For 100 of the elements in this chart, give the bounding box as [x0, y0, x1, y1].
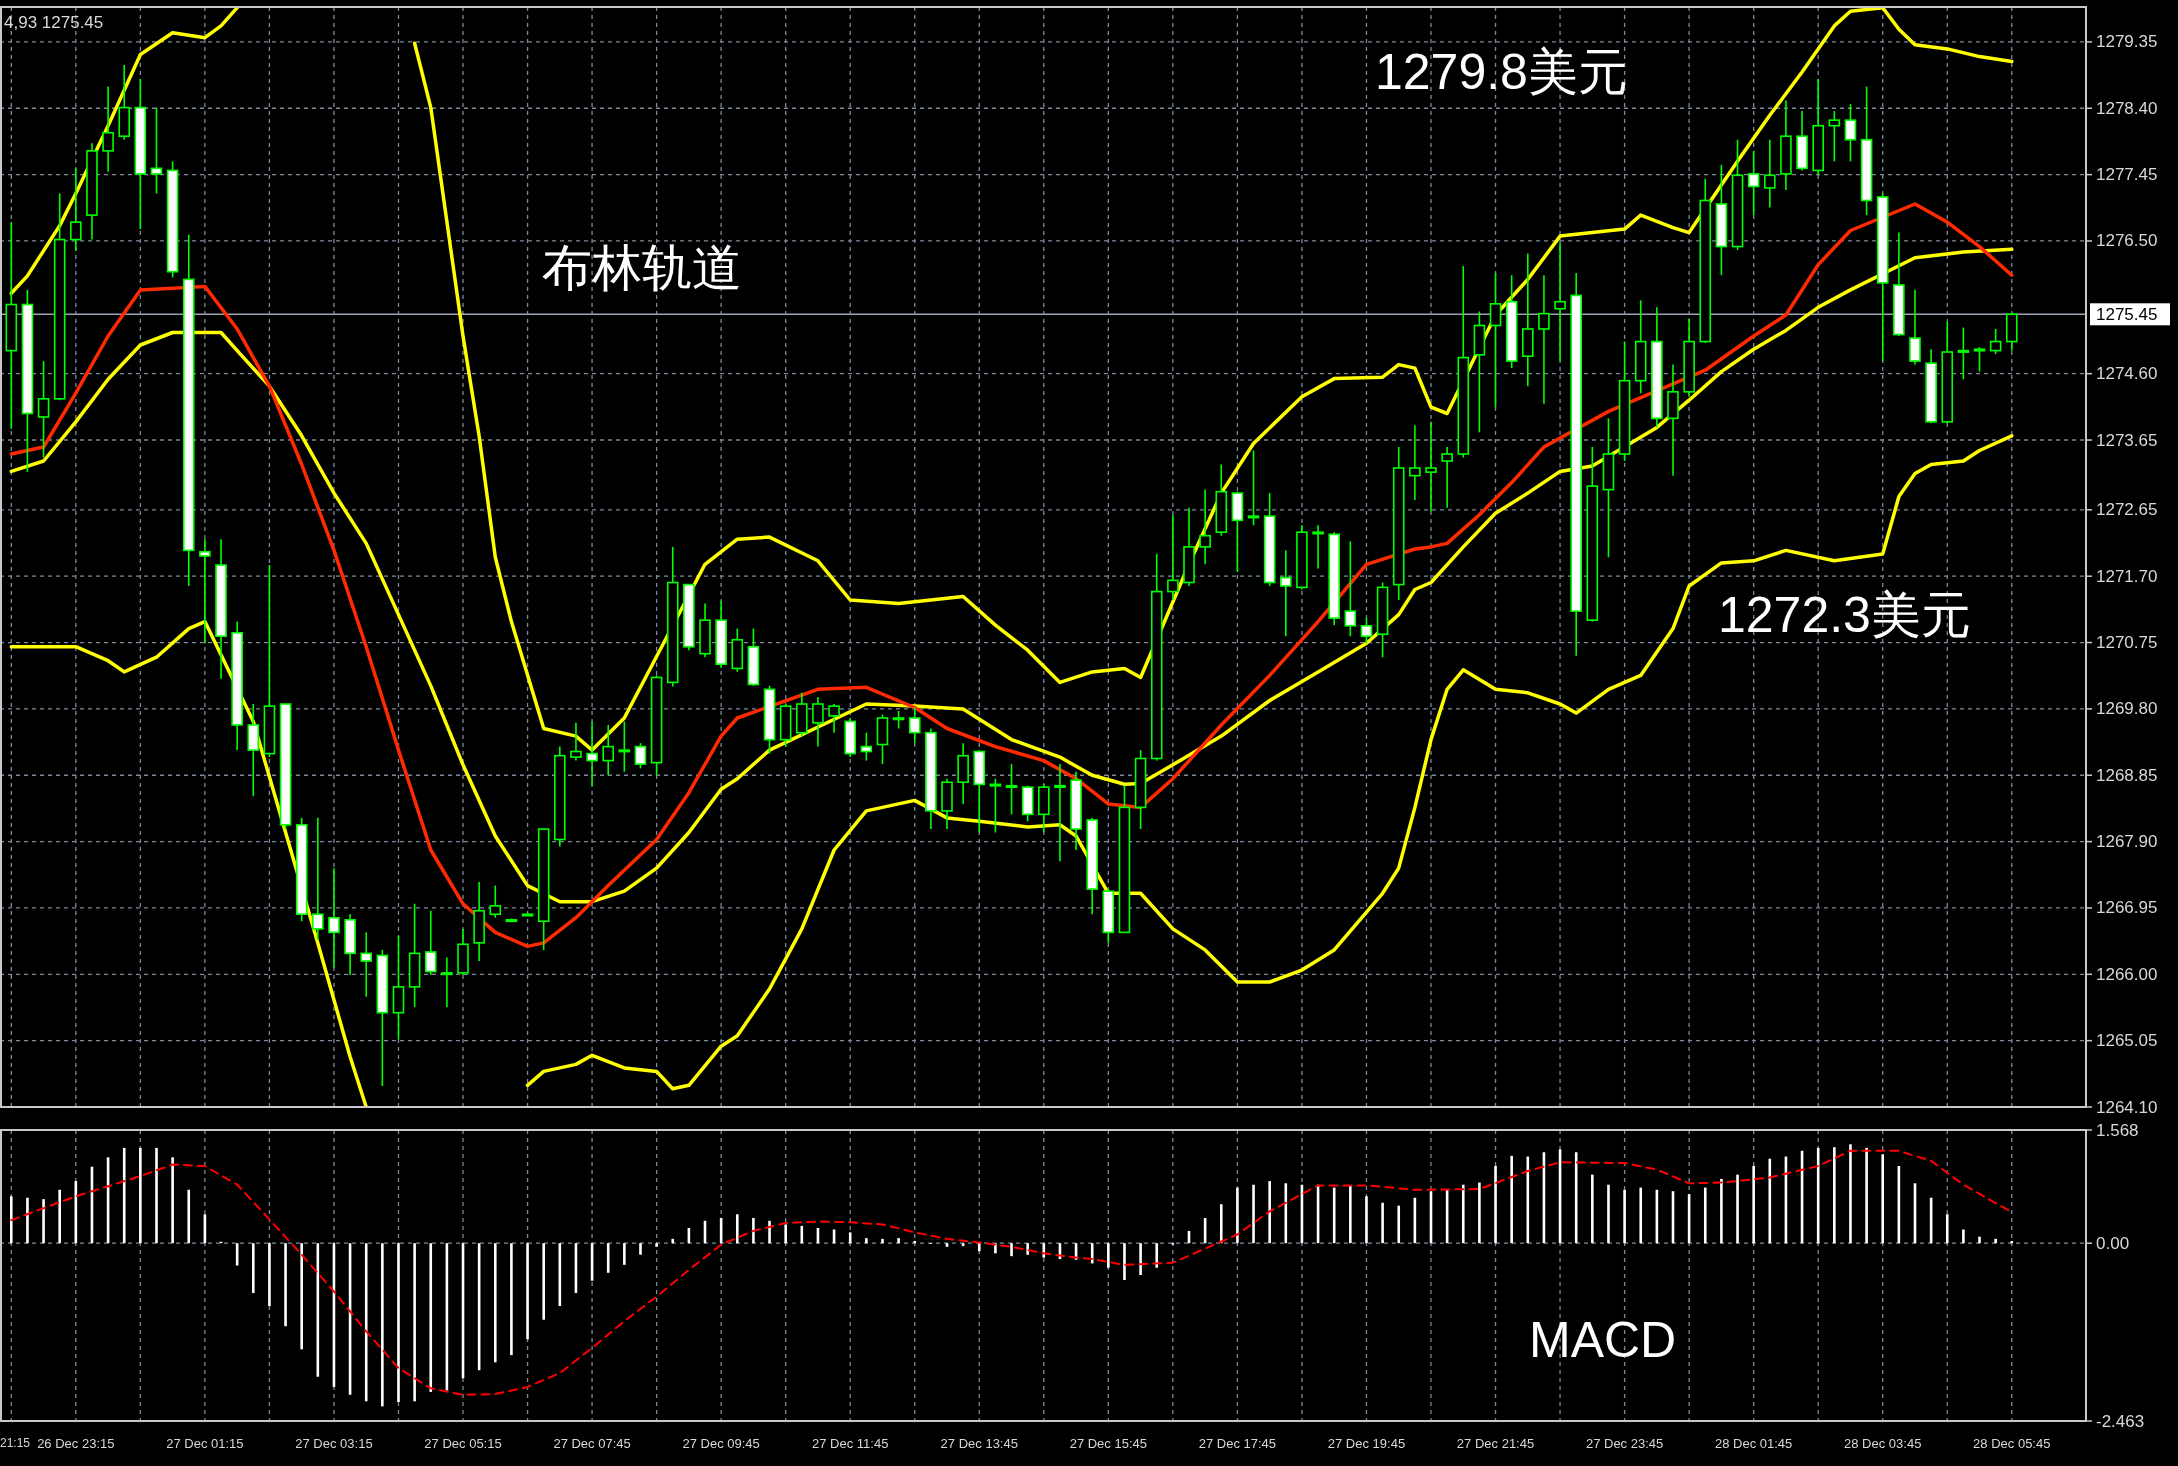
bar: [510, 1243, 513, 1356]
bar: [9, 1196, 13, 1244]
bar: [1736, 1174, 1739, 1244]
x-tick-label: 27 Dec 15:45: [1069, 1435, 1148, 1451]
bar: [1219, 1204, 1223, 1244]
bar: [1591, 1174, 1594, 1244]
bar: [2010, 1241, 2014, 1244]
x-tick-label: 27 Dec 13:45: [940, 1435, 1018, 1451]
bar: [639, 1243, 642, 1255]
bar: [1090, 1243, 1094, 1264]
bar: [1833, 1147, 1836, 1244]
bar: [881, 1238, 884, 1244]
y-tick-label: 1274.60: [2096, 364, 2158, 384]
bar: [1510, 1155, 1513, 1244]
x-tick-label: 27 Dec 23:45: [1585, 1435, 1664, 1451]
bar: [542, 1243, 545, 1320]
y-tick-label: 1272.65: [2096, 500, 2158, 520]
bar: [1010, 1243, 1013, 1257]
bar: [122, 1147, 126, 1244]
bar: [1607, 1184, 1610, 1244]
bar: [1155, 1243, 1159, 1268]
bar: [768, 1220, 771, 1244]
bar: [58, 1189, 61, 1244]
y-tick-label: 1271.70: [2096, 566, 2158, 586]
y-tick-label: 1266.95: [2096, 898, 2158, 918]
bar: [897, 1238, 900, 1244]
bar: [865, 1238, 868, 1244]
bar: [1623, 1189, 1626, 1244]
bar: [1123, 1243, 1126, 1281]
bar: [735, 1214, 739, 1244]
bar: [606, 1243, 610, 1273]
y-tick-label: 1264.10: [2096, 1097, 2158, 1117]
bar: [397, 1243, 400, 1403]
bar: [155, 1147, 158, 1244]
y-tick-label: 1276.50: [2096, 231, 2158, 251]
x-tick-label: 26 Dec 23:15: [37, 1435, 115, 1451]
bar: [784, 1224, 787, 1244]
bar: [284, 1243, 287, 1327]
bar: [994, 1243, 997, 1254]
bar: [1139, 1243, 1142, 1275]
text: 21:15: [0, 1436, 31, 1450]
y-tick-label: 1268.85: [2096, 765, 2158, 785]
bar: [364, 1243, 368, 1402]
annotation: 1272.3美元: [1718, 587, 1971, 643]
x-tick-label: 27 Dec 11:45: [812, 1435, 889, 1451]
bar: [623, 1243, 626, 1265]
bar: [251, 1243, 255, 1293]
bar: [1978, 1236, 1981, 1244]
bar: [1720, 1178, 1723, 1244]
ref-line-label: 1275.45: [2096, 304, 2158, 324]
bar: [1639, 1187, 1643, 1244]
annotation: MACD: [1529, 1312, 1677, 1368]
y-tick-label: 1270.75: [2096, 633, 2158, 653]
bar: [187, 1189, 191, 1244]
bar: [300, 1243, 303, 1350]
bar: [1768, 1158, 1772, 1244]
x-tick-label: 27 Dec 09:45: [682, 1435, 760, 1451]
bar: [1381, 1202, 1384, 1244]
bar: [1494, 1165, 1497, 1244]
bar: [1962, 1229, 1965, 1244]
bar: [1461, 1184, 1465, 1244]
x-tick-label: 28 Dec 05:45: [1973, 1435, 2051, 1451]
line-series: [525, 434, 2014, 1091]
bar: [1107, 1243, 1110, 1268]
bar: [977, 1243, 981, 1252]
bar: [1236, 1187, 1239, 1244]
bar: [1849, 1144, 1852, 1244]
bar: [1945, 1214, 1949, 1244]
bar: [1865, 1147, 1868, 1244]
bar: [1703, 1187, 1707, 1244]
bar: [1365, 1196, 1368, 1244]
bar: [1994, 1238, 1997, 1244]
x-tick-label: 27 Dec 01:15: [166, 1435, 244, 1451]
bar: [671, 1238, 675, 1244]
bar: [1397, 1205, 1401, 1244]
x-tick-label: 27 Dec 03:15: [295, 1435, 373, 1451]
x-tick-label: 27 Dec 19:45: [1327, 1435, 1406, 1451]
bar: [1268, 1181, 1271, 1244]
annotation: 4,93 1275.45: [4, 12, 104, 32]
bar: [268, 1243, 271, 1306]
y-tick-label: 1278.40: [2096, 98, 2158, 118]
bar: [1478, 1182, 1481, 1244]
y-tick-label: -2.463: [2096, 1411, 2145, 1431]
y-tick-label: 1267.90: [2096, 832, 2158, 852]
bar: [171, 1157, 174, 1244]
bar: [848, 1232, 852, 1244]
y-tick-label: 1.568: [2096, 1120, 2139, 1140]
bar: [526, 1243, 529, 1340]
bar: [1349, 1185, 1352, 1244]
y-tick-label: 1266.00: [2096, 964, 2158, 984]
y-tick-label: 1265.05: [2096, 1031, 2158, 1051]
bar: [1526, 1156, 1530, 1244]
x-tick-label: 28 Dec 03:45: [1844, 1435, 1922, 1451]
bar: [1026, 1243, 1029, 1255]
bar: [381, 1243, 384, 1407]
annotation: 1279.8美元: [1375, 44, 1628, 100]
bar: [1252, 1184, 1255, 1244]
y-tick-label: 0.00: [2096, 1233, 2130, 1253]
x-tick-label: 28 Dec 01:45: [1714, 1435, 1793, 1451]
bar: [1881, 1154, 1885, 1244]
